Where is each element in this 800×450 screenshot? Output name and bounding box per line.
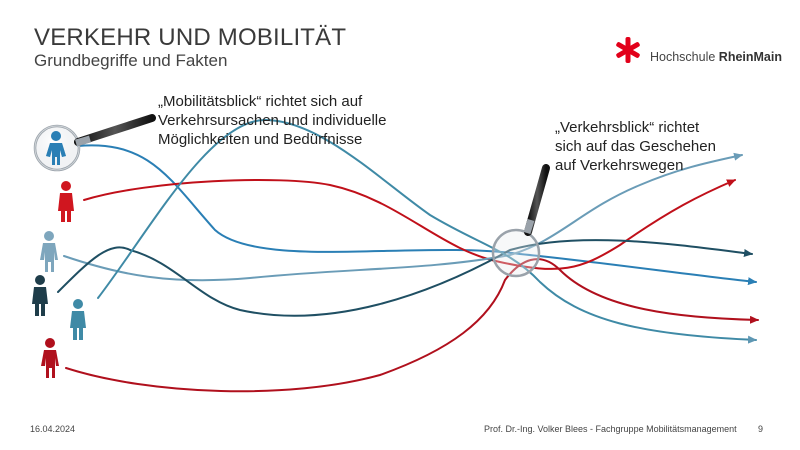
person-icon-male-red <box>58 181 74 222</box>
flow-line-dark-teal <box>57 239 753 317</box>
page-subtitle: Grundbegriffe und Fakten <box>34 51 228 70</box>
logo-mark <box>616 37 640 63</box>
traffic-view-label: „Verkehrsblick“ richtet sich auf das Ges… <box>555 119 716 174</box>
footer-date: 16.04.2024 <box>30 424 76 434</box>
footer-page-number: 9 <box>758 424 764 434</box>
flow-line-teal <box>97 118 757 344</box>
logo-text: Hochschule RheinMain <box>650 50 782 64</box>
flow-line-blue <box>77 144 757 286</box>
flow-line-dark-red <box>65 258 759 393</box>
person-icon-female-red <box>41 338 59 378</box>
person-icon-male-dark <box>32 275 48 316</box>
mobility-view-label: „Mobilitätsblick“ richtet sich auf Verke… <box>158 93 387 148</box>
person-icon-female-light <box>40 231 58 272</box>
magnifier-icon-traffic <box>491 164 550 278</box>
flow-line-light-blue <box>63 152 743 282</box>
person-icon-female-blue-in-lens <box>46 131 66 165</box>
page-title: VERKEHR UND MOBILITÄT <box>34 24 347 51</box>
flow-line-red <box>83 179 736 270</box>
footer-author: Prof. Dr.-Ing. Volker Blees - Fachgruppe… <box>484 424 737 434</box>
person-icon-male-teal <box>70 299 86 340</box>
